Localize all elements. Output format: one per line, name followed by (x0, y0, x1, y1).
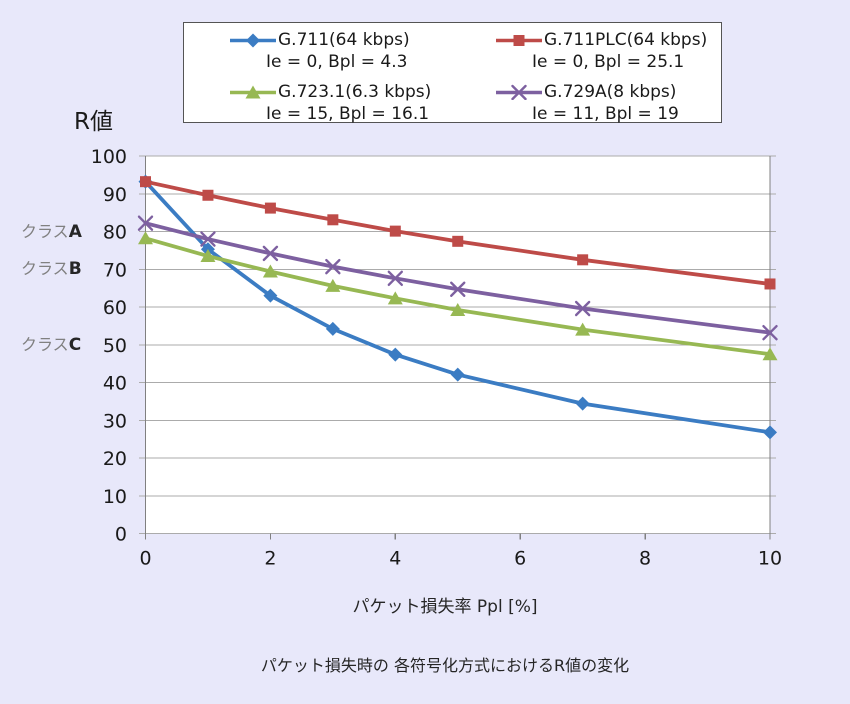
x-tick-label: 4 (389, 548, 401, 570)
series-1-square-data-point (452, 235, 464, 247)
series-3-x-data-point (137, 215, 154, 231)
legend-square-glyph (513, 35, 525, 46)
y-tick-label: 40 (103, 373, 127, 395)
legend-entry-g711: G.711(64 kbps) Ie = 0, Bpl = 4.3 (230, 29, 496, 73)
series-1-square-data-point (264, 202, 276, 214)
series-3-x-data-point (262, 245, 279, 262)
legend-marker-triangle-icon (230, 85, 276, 99)
legend-series-params: Ie = 15, Bpl = 16.1 (266, 104, 430, 124)
class-label-letter: A (68, 221, 82, 242)
y-tick-label: 0 (115, 524, 127, 546)
series-3-x-data-point (387, 270, 403, 287)
series-1-line (143, 179, 772, 286)
legend-triangle-glyph (245, 85, 261, 99)
series-0-diamond-data-point (575, 396, 590, 411)
y-tick-label: 20 (103, 448, 127, 470)
x-tick-label: 8 (639, 548, 651, 570)
y-tick-label: 30 (103, 410, 127, 432)
legend-series-name: G.723.1(6.3 kbps) (278, 82, 432, 102)
x-tick-label: 10 (758, 548, 782, 570)
legend-series-params: Ie = 11, Bpl = 19 (532, 104, 679, 124)
legend-diamond-glyph (246, 33, 260, 48)
series-0-diamond-data-point (388, 347, 403, 362)
class-label-prefix: クラス (21, 259, 69, 279)
series-0-diamond-data-point (325, 321, 340, 336)
series-2-triangle-data-point (200, 249, 216, 263)
series-3-x-data-point (200, 231, 216, 247)
series-0-diamond-data-point (450, 367, 465, 382)
class-label-prefix: クラス (21, 221, 69, 241)
x-tick-label: 2 (264, 548, 276, 570)
series-1-square-data-point (202, 189, 214, 201)
series-3-x-data-point (450, 281, 466, 297)
class-label-letter: B (68, 259, 82, 280)
legend-entry-g711plc: G.711PLC(64 kbps) Ie = 0, Bpl = 25.1 (496, 29, 721, 73)
series-3-x-data-point (325, 258, 341, 275)
series-1-square-data-point (764, 278, 776, 290)
series-2-line (143, 236, 772, 357)
legend-marker-square-icon (496, 35, 542, 46)
legend-marker-diamond-icon (230, 33, 276, 48)
x-axis-title: パケット損失率 Ppl [%] (352, 597, 538, 617)
class-label-a: クラスA (21, 221, 117, 243)
chart-legend: G.711(64 kbps) Ie = 0, Bpl = 4.3 G.711PL… (183, 22, 722, 125)
series-0-diamond-data-point (763, 425, 777, 440)
legend-entry-g729a: G.729A(8 kbps) Ie = 11, Bpl = 19 (496, 81, 721, 125)
series-1-square-data-point (327, 214, 339, 226)
y-tick-label: 100 (91, 146, 127, 168)
y-tick-label: 80 (103, 222, 127, 244)
x-tick-label: 0 (139, 548, 151, 570)
series-1-square-data-point (577, 254, 589, 266)
legend-entry-g7231: G.723.1(6.3 kbps) Ie = 15, Bpl = 16.1 (230, 81, 496, 125)
class-label-c: クラスC (21, 334, 117, 356)
series-3-x-data-point (574, 300, 591, 317)
figure-caption: パケット損失時の 各符号化方式におけるR値の変化 (260, 656, 630, 675)
legend-marker-x-icon (496, 84, 542, 100)
series-2-triangle-data-point (762, 347, 778, 361)
y-axis-title: R値 (74, 109, 113, 135)
legend-series-params: Ie = 0, Bpl = 4.3 (266, 52, 408, 72)
legend-x-glyph (511, 84, 527, 100)
legend-series-name: G.729A(8 kbps) (544, 82, 677, 102)
series-2-triangle-data-point (325, 278, 341, 292)
y-tick-label: 70 (103, 259, 127, 281)
class-label-b: クラスB (21, 258, 117, 280)
series-1-square-data-point (389, 225, 401, 237)
legend-series-params: Ie = 0, Bpl = 25.1 (532, 52, 685, 72)
series-2-triangle-data-point (387, 291, 403, 305)
x-tick-label: 6 (514, 548, 526, 570)
series-2-triangle-data-point (575, 322, 591, 336)
series-2-triangle-data-point (450, 303, 466, 317)
series-2-triangle-data-point (138, 231, 153, 245)
legend-series-name: G.711PLC(64 kbps) (544, 30, 708, 50)
y-tick-label: 60 (103, 297, 127, 319)
series-3-x-data-point (762, 324, 778, 341)
series-0-diamond-data-point (263, 288, 278, 303)
y-tick-label: 90 (103, 184, 127, 206)
class-label-prefix: クラス (21, 334, 69, 354)
legend-series-name: G.711(64 kbps) (278, 30, 410, 50)
y-tick-label: 10 (103, 486, 127, 508)
y-tick-label: 50 (103, 335, 127, 357)
series-1-square-data-point (140, 176, 151, 188)
series-3-line (143, 221, 772, 335)
series-2-triangle-data-point (262, 264, 278, 278)
class-label-letter: C (68, 334, 82, 355)
